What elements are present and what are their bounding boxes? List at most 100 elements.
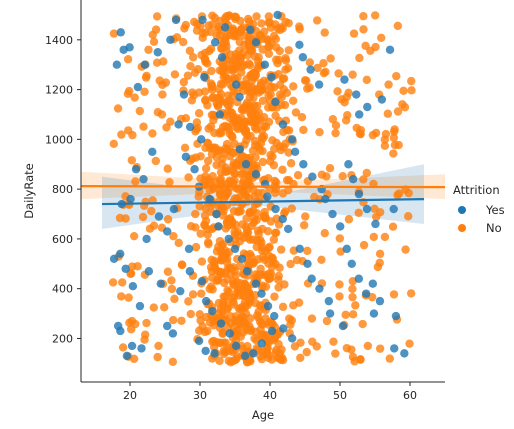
point-no: [209, 115, 218, 125]
point-no: [300, 76, 310, 85]
point-no: [195, 310, 204, 319]
point-yes: [241, 160, 251, 169]
point-no: [160, 303, 169, 312]
point-no: [331, 121, 341, 130]
point-no: [229, 26, 239, 35]
point-no: [278, 165, 287, 174]
point-no: [359, 240, 369, 250]
point-no: [335, 280, 344, 289]
point-yes: [369, 309, 379, 318]
point-no: [335, 292, 344, 301]
point-yes: [142, 234, 151, 244]
point-no: [377, 33, 386, 43]
point-no: [239, 291, 248, 300]
point-no: [393, 190, 402, 200]
x-tick-label: 30: [193, 389, 207, 402]
point-yes: [224, 234, 233, 244]
point-no: [148, 30, 157, 40]
point-no: [289, 301, 298, 310]
point-no: [355, 129, 365, 138]
point-no: [165, 177, 174, 187]
point-no: [264, 259, 273, 268]
point-no: [343, 111, 352, 120]
point-no: [254, 307, 263, 316]
point-yes: [295, 244, 304, 254]
point-no: [154, 341, 163, 351]
point-no: [123, 55, 133, 64]
point-no: [148, 129, 157, 138]
point-no: [296, 338, 305, 347]
point-no: [320, 28, 329, 37]
point-no: [230, 117, 240, 127]
point-no: [124, 86, 134, 96]
point-no: [205, 318, 215, 327]
point-no: [279, 74, 289, 83]
point-no: [246, 115, 256, 125]
point-no: [407, 76, 416, 86]
point-no: [237, 152, 247, 161]
point-no: [225, 11, 234, 20]
point-no: [303, 84, 312, 93]
point-no: [152, 12, 162, 21]
point-no: [241, 309, 251, 318]
point-no: [219, 346, 229, 355]
point-yes: [352, 90, 361, 99]
point-yes: [344, 160, 353, 169]
point-yes: [144, 267, 154, 276]
point-yes: [287, 334, 297, 343]
point-no: [127, 316, 137, 326]
point-yes: [267, 72, 276, 82]
point-yes: [169, 204, 179, 214]
point-no: [224, 106, 233, 116]
point-no: [287, 204, 297, 213]
point-no: [284, 126, 294, 135]
point-no: [221, 34, 230, 44]
point-no: [245, 235, 255, 244]
point-no: [273, 24, 283, 33]
point-no: [393, 21, 403, 31]
point-no: [322, 316, 332, 326]
x-ticks: 20 30 40 50 60: [123, 382, 417, 402]
point-no: [208, 285, 217, 294]
point-yes: [212, 209, 221, 219]
point-yes: [210, 38, 220, 47]
point-yes: [349, 174, 358, 184]
point-no: [303, 246, 312, 256]
point-no: [275, 142, 285, 151]
data-points: [108, 10, 416, 367]
point-no: [117, 130, 126, 139]
point-yes: [390, 344, 399, 353]
point-no: [250, 136, 260, 146]
point-yes: [109, 254, 119, 264]
point-no: [131, 177, 140, 186]
point-no: [405, 339, 414, 348]
point-yes: [361, 289, 371, 298]
point-yes: [235, 145, 245, 154]
point-no: [184, 173, 193, 182]
point-yes: [231, 80, 241, 89]
point-no: [163, 215, 173, 224]
point-no: [341, 310, 350, 320]
point-no: [404, 212, 413, 221]
point-no: [366, 46, 375, 55]
point-no: [210, 261, 219, 270]
point-no: [231, 220, 240, 229]
point-no: [258, 224, 267, 234]
point-no: [177, 316, 186, 325]
point-no: [250, 68, 260, 77]
point-no: [258, 134, 267, 143]
point-no: [109, 139, 119, 149]
point-no: [281, 54, 290, 63]
point-no: [257, 354, 267, 364]
point-yes: [295, 40, 304, 49]
legend-label-yes: Yes: [485, 203, 505, 217]
point-no: [312, 16, 322, 25]
point-no: [351, 301, 360, 310]
point-yes: [200, 72, 209, 82]
point-yes: [270, 311, 279, 321]
point-no: [301, 212, 310, 221]
point-no: [170, 70, 180, 79]
point-no: [359, 25, 368, 34]
point-no: [216, 127, 225, 136]
point-no: [274, 271, 283, 281]
